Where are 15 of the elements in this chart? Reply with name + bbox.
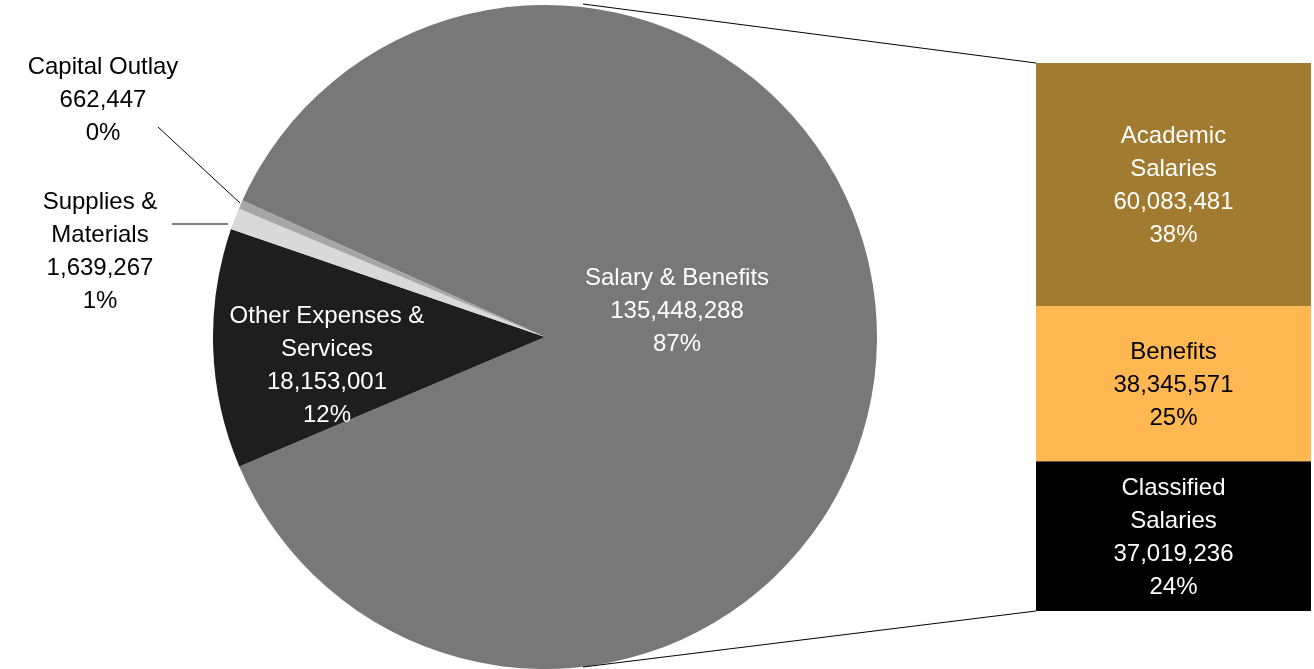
slice-label: Salary & Benefits (584, 263, 770, 291)
slice-label: Other Expenses & Services (229, 300, 425, 361)
series-label: Academic Salaries (1120, 121, 1227, 182)
slice-label: Capital Outlay (27, 52, 179, 80)
slice-label: Supplies & Materials (42, 186, 158, 247)
data-label: 37,019,236 24% (1113, 539, 1234, 600)
series-label: Benefits (1130, 337, 1217, 365)
data-label: 38,345,571 25% (1113, 370, 1234, 431)
pie-slice (213, 229, 545, 467)
data-label: 18,153,001 12% (266, 366, 388, 427)
data-label: 60,083,481 38% (1113, 187, 1234, 248)
data-label: 135,448,288 87% (610, 296, 744, 357)
series-label: Classified Salaries (1121, 473, 1226, 534)
data-label: 662,447 0% (59, 85, 147, 146)
data-label: 1,639,267 1% (46, 252, 154, 313)
